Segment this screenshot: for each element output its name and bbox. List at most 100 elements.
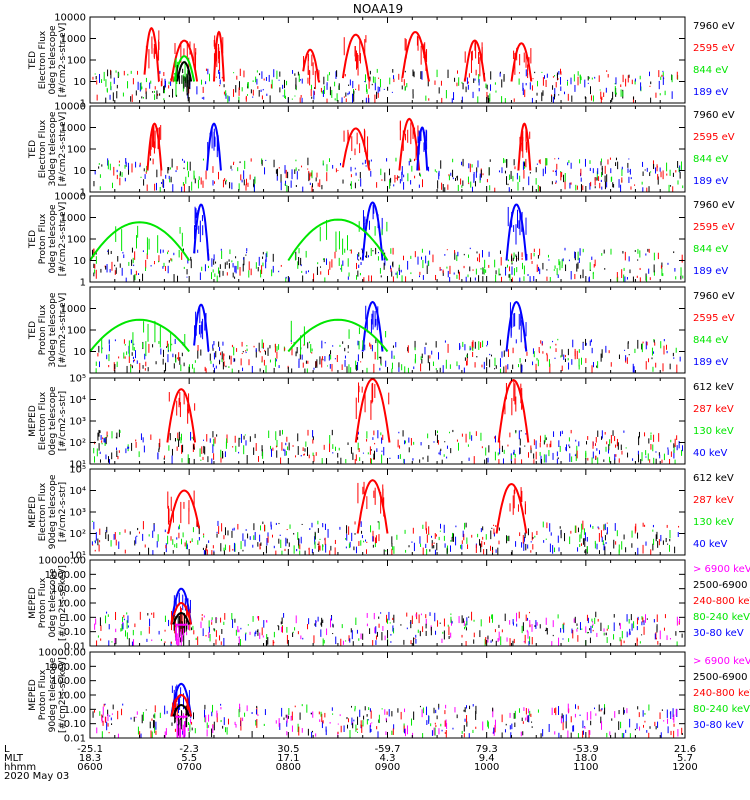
chart-title: NOAA19	[353, 2, 403, 16]
legend-entry: 189 eV	[693, 266, 728, 277]
y-tick-label: 1000	[61, 213, 86, 224]
y-tick-label: 1	[80, 278, 86, 289]
y-axis-label-line: 90deg telescope	[48, 657, 58, 732]
legend-entry: 844 eV	[693, 244, 728, 255]
x-tick-label: 21.6	[674, 744, 696, 755]
legend: 612 keV 287 keV 130 keV 40 keV	[693, 382, 734, 459]
panel-frame	[89, 286, 686, 374]
noise-marks	[93, 429, 683, 464]
panel-8: 0.010.101.0010.00100.001000.0010000.00ME…	[28, 648, 750, 745]
series-pass-red	[401, 31, 431, 82]
x-tick-label: 0900	[375, 762, 400, 773]
y-tick-label: 100	[67, 145, 86, 156]
x-tick-label: 30.5	[277, 744, 299, 755]
y-axis-label: MEPED Proton Flux 0deg telescope [#/cm2-s-s…	[28, 565, 68, 641]
legend-entry: 189 eV	[693, 357, 728, 368]
x-tick-label: 18.3	[79, 753, 101, 764]
legend-entry: 80-240 keV	[693, 704, 750, 715]
legend-entry: 40 keV	[693, 539, 727, 550]
series-pass-blue	[505, 203, 528, 261]
x-tick-label: 5.5	[181, 753, 197, 764]
y-axis-label-line: 0deg telescope	[48, 386, 58, 456]
y-axis-label-line: Electron Flux	[38, 119, 48, 178]
legend-entry: 2595 eV	[693, 222, 735, 233]
y-axis-label-line: [#/cm2-s-str-eV]	[58, 112, 68, 187]
y-tick-label: 10000	[54, 192, 86, 203]
y-axis-label-line: 30deg telescope	[48, 111, 58, 186]
x-tick-label: 0600	[77, 762, 102, 773]
legend: > 6900 keV 2500-6900 240-800 keV 80-240 keV…	[693, 564, 750, 639]
legend-entry: 2500-6900	[693, 580, 748, 591]
legend-entry: 189 eV	[693, 87, 728, 98]
series-pass-red	[354, 377, 391, 443]
legend-entry: 7960 eV	[693, 110, 735, 121]
y-axis-label-line: 0deg telescope	[48, 568, 58, 638]
legend-entry: 30-80 keV	[693, 720, 744, 731]
legend: 7960 eV 2595 eV 844 eV 189 eV	[693, 110, 735, 187]
series-pass-green	[89, 221, 191, 262]
y-tick-label: 1000	[61, 123, 86, 134]
legend-entry: > 6900 keV	[693, 656, 750, 667]
legend-entry: 2595 eV	[693, 43, 735, 54]
y-axis-label-line: MEPED	[28, 496, 38, 528]
x-tick-label: -53.9	[573, 744, 599, 755]
y-tick-label: 1.00	[64, 613, 86, 624]
x-tick-label: -2.3	[179, 744, 199, 755]
y-axis-label-line: Proton Flux	[38, 577, 48, 628]
series-pass-red	[497, 379, 530, 443]
legend-entry: 2500-6900	[693, 672, 748, 683]
y-tick-label: 1000	[61, 34, 86, 45]
series-pass-red	[170, 39, 199, 82]
y-axis-label-line: Proton Flux	[38, 669, 48, 720]
y-tick-label: 10	[73, 77, 86, 88]
legend-entry: 7960 eV	[693, 200, 735, 211]
y-axis-label-line: [#/cm2-s-sr-keV]	[58, 565, 68, 641]
legend-entry: 240-800 keV	[693, 688, 750, 699]
y-axis-label-line: Electron Flux	[38, 30, 48, 89]
y-tick-label: 10000.00	[38, 556, 86, 567]
x-tick-label: 1200	[672, 762, 697, 773]
y-tick-label: 1.00	[64, 705, 86, 716]
legend-entry: 189 eV	[693, 176, 728, 187]
y-tick-label: 10³	[69, 508, 86, 519]
y-tick-label: 10⁵	[69, 374, 86, 385]
y-tick-label: 10	[73, 256, 86, 267]
y-axis-label: TED Proton Flux 0deg telescope [#/cm2-s-str…	[28, 202, 68, 277]
series-pass-red	[517, 122, 532, 171]
x-tick-label: -25.1	[77, 744, 103, 755]
y-axis-label-line: MEPED	[28, 405, 38, 437]
legend-entry: 240-800 keV	[693, 596, 750, 607]
y-tick-label: 10⁵	[69, 465, 86, 476]
date-label: 2020 May 03	[4, 771, 69, 782]
y-tick-label: 10⁴	[69, 395, 86, 406]
legend-entry: 130 keV	[693, 426, 734, 437]
x-tick-label: 1100	[573, 762, 598, 773]
y-axis-label: MEPED Electron Flux 90deg telescope [#/cm2-…	[28, 474, 68, 549]
legend-entry: 7960 eV	[693, 21, 735, 32]
y-tick-label: 0.10	[64, 627, 86, 638]
x-row-label: hhmm	[4, 762, 36, 773]
series-pass-red	[146, 122, 163, 171]
series-pass-black	[176, 61, 193, 82]
y-axis-label: TED Proton Flux 30deg telescope [#/cm2-s-st…	[28, 292, 68, 367]
y-tick-label: 10000.00	[38, 648, 86, 659]
legend-entry: 844 eV	[693, 335, 728, 346]
y-tick-label: 10²	[69, 529, 86, 540]
legend-entry: > 6900 keV	[693, 564, 750, 575]
x-tick-label: 18.0	[575, 753, 597, 764]
y-tick-label: 100	[67, 56, 86, 67]
legend-entry: 2595 eV	[693, 313, 735, 324]
series-pass-green	[287, 218, 389, 262]
legend-entry: 844 eV	[693, 154, 728, 165]
y-tick-label: 1	[80, 99, 86, 110]
panel-frame	[89, 195, 686, 283]
series-pass-blue	[361, 300, 384, 352]
y-tick-label: 1	[80, 188, 86, 199]
y-axis-label-line: [#/cm2-s-str]	[58, 482, 68, 542]
